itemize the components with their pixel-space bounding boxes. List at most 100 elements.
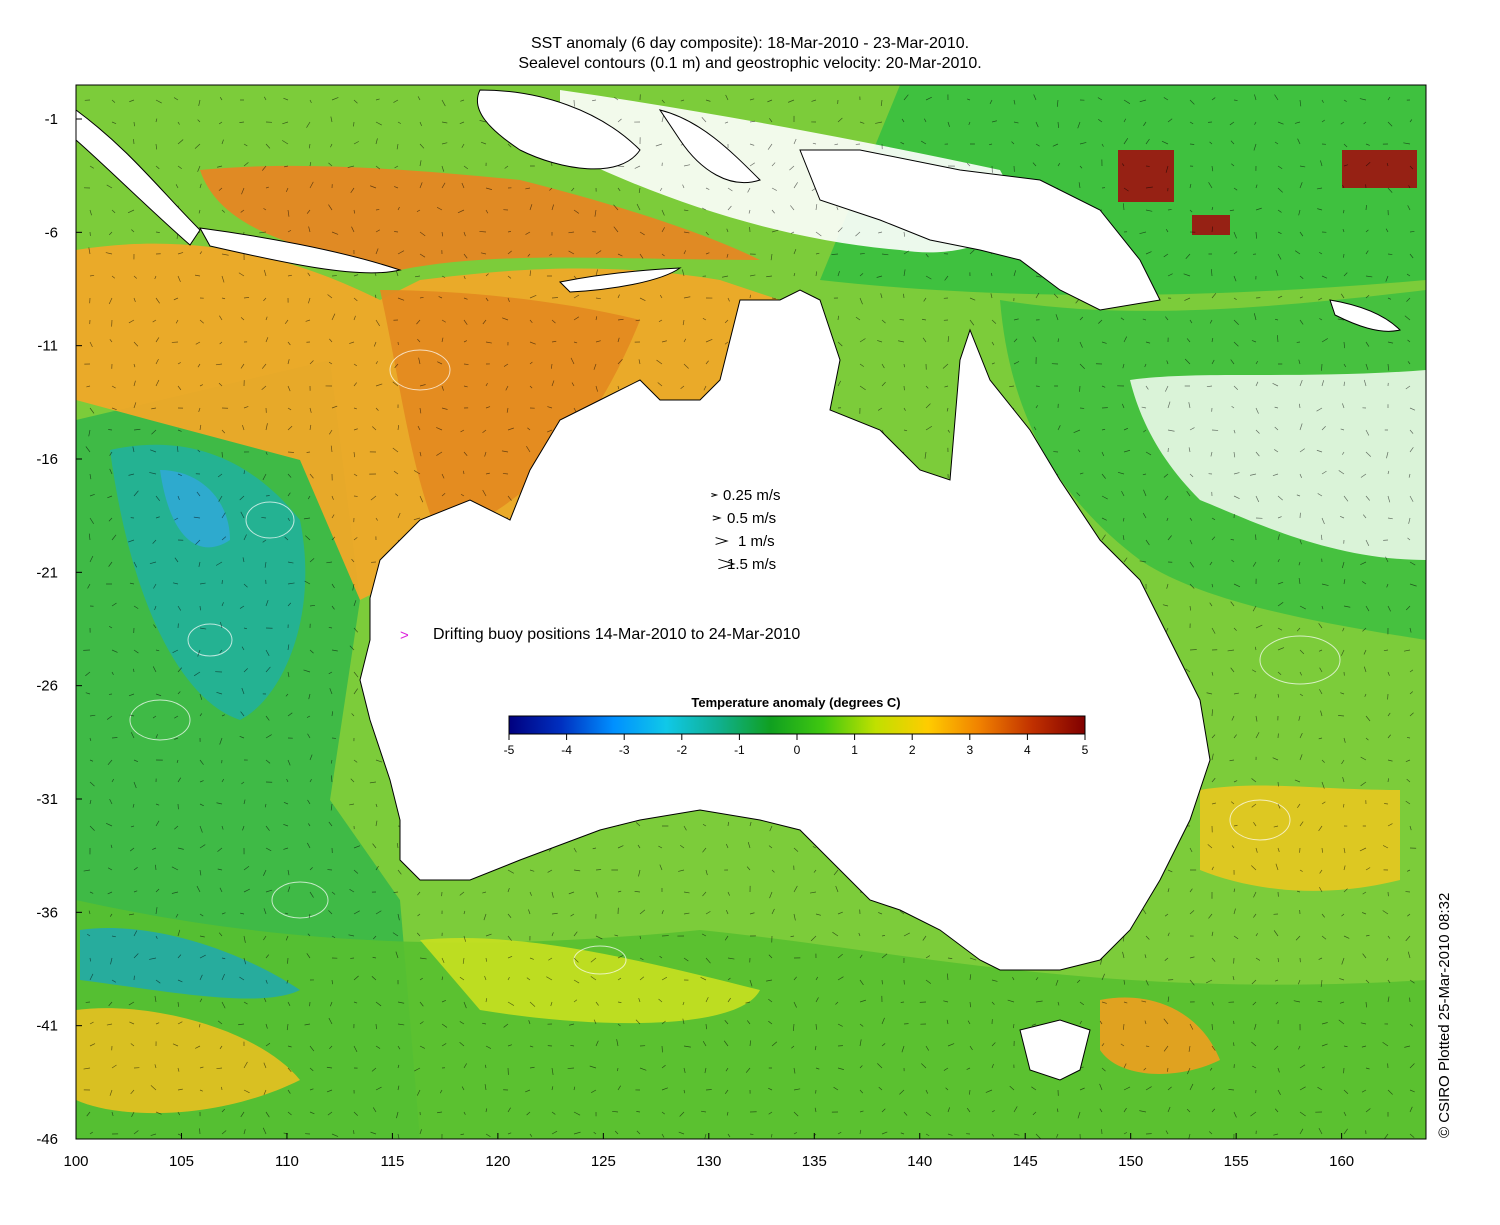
velocity-arrow [617,1001,622,1003]
velocity-arrow [702,1041,707,1047]
velocity-arrow [243,957,247,965]
velocity-arrow [1342,803,1345,808]
velocity-arrow [309,424,312,431]
velocity-arrow [485,998,488,1003]
velocity-arrow [111,1064,117,1069]
velocity-arrow [284,165,289,168]
velocity-arrow [1365,1067,1370,1070]
east-coast-warm [1200,785,1400,891]
velocity-arrow [85,446,91,453]
velocity-arrow [1321,380,1325,387]
velocity-arrow [1233,275,1237,282]
velocity-arrow [437,1111,443,1114]
velocity-arrow [922,337,927,343]
velocity-arrow [1164,957,1169,961]
velocity-arrow [463,297,468,300]
velocity-arrow [1145,979,1149,986]
velocity-arrow [261,517,267,519]
velocity-arrow [243,1061,248,1069]
sealevel-contour [1259,635,1341,685]
velocity-arrow [529,891,532,896]
velocity-arrow [1251,778,1257,783]
sumatra-land [75,109,201,246]
velocity-arrow [174,715,179,719]
velocity-arrow [529,270,531,277]
velocity-arrow [133,561,137,568]
velocity-arrow [859,1110,864,1113]
velocity-arrow [547,869,553,873]
velocity-arrow [638,359,641,365]
velocity-arrow [1272,757,1279,761]
velocity-arrow [1255,534,1257,541]
velocity-arrow [1057,162,1061,167]
velocity-arrow [1231,163,1235,167]
velocity-arrow [595,297,601,300]
colorbar-title: Temperature anomaly (degrees C) [691,695,900,710]
velocity-arrow [265,1023,268,1029]
velocity-arrow [988,143,993,146]
velocity-arrow [1408,185,1411,189]
velocity-arrow [859,954,863,959]
velocity-arrow [1299,275,1304,279]
velocity-arrow [287,407,292,411]
velocity-arrow [1409,561,1416,566]
velocity-arrow [1254,693,1257,699]
velocity-arrow [287,359,290,365]
velocity-arrow [527,427,531,431]
velocity-arrow [700,1110,707,1113]
velocity-arrow [815,231,822,237]
velocity-arrow [397,913,400,921]
velocity-arrow [353,363,357,367]
velocity-arrow [546,976,553,981]
velocity-arrow [221,536,227,541]
southern-blue-patch [80,928,300,999]
velocity-arrow [243,162,249,167]
velocity-arrow [1338,714,1345,717]
velocity-arrow [1231,405,1235,409]
velocity-arrow [199,183,202,189]
velocity-arrow [639,909,646,915]
velocity-arrow [239,495,245,501]
velocity-arrow [985,1089,993,1093]
velocity-arrow [655,143,663,147]
y-tick-label: -36 [36,904,58,921]
velocity-arrow [1250,1111,1257,1117]
colorbar-tick-label: -3 [619,743,630,757]
velocity-arrow [1343,1111,1347,1117]
velocity-arrow [1365,275,1373,278]
velocity-arrow [239,976,245,981]
australia-land [359,289,1211,971]
velocity-arrow [463,275,466,280]
velocity-arrow [1185,668,1191,673]
velocity-arrow [264,803,267,808]
temperature-colorbar: Temperature anomaly (degrees C) -5 -4 -3 -2… [504,695,1089,757]
velocity-arrow [1167,273,1173,277]
velocity-arrow [155,935,158,939]
velocity-arrow [991,1001,995,1005]
velocity-arrow [1184,358,1191,365]
velocity-arrow [219,649,223,654]
velocity-arrow [287,1001,291,1006]
velocity-arrow [1164,913,1169,917]
velocity-arrow [769,891,773,899]
velocity-arrow [238,1023,245,1026]
velocity-arrow [749,98,755,101]
velocity-arrow [1211,583,1214,588]
velocity-arrow [1211,359,1215,365]
velocity-arrow [551,891,554,898]
velocity-arrow [1318,825,1323,832]
y-tick-label: -6 [45,224,58,241]
velocity-arrow [593,1019,597,1025]
y-tick-label: -21 [36,564,58,581]
velocity-arrow [1343,935,1350,939]
velocity-arrow [129,1021,135,1025]
velocity-arrow [221,429,226,434]
velocity-arrow [326,561,333,564]
velocity-arrow [309,604,316,607]
velocity-arrow [1230,539,1235,541]
velocity-arrow [1145,341,1151,344]
velocity-arrow [1186,491,1191,497]
velocity-arrow [683,363,689,369]
velocity-arrow [967,1020,971,1025]
velocity-arrow [1343,164,1349,167]
